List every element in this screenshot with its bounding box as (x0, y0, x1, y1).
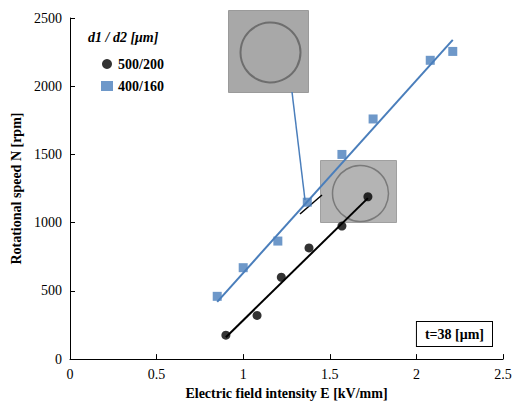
svg-text:1500: 1500 (34, 147, 62, 162)
svg-text:d1 / d2 [μm]: d1 / d2 [μm] (88, 30, 159, 45)
svg-text:t=38 [μm]: t=38 [μm] (425, 327, 484, 342)
svg-text:0: 0 (55, 352, 62, 367)
svg-text:2: 2 (413, 367, 420, 382)
svg-text:500: 500 (41, 283, 62, 298)
svg-text:1: 1 (240, 367, 247, 382)
svg-text:0.5: 0.5 (148, 367, 166, 382)
svg-text:2.5: 2.5 (494, 367, 512, 382)
svg-text:0: 0 (67, 367, 74, 382)
svg-text:1000: 1000 (34, 215, 62, 230)
svg-text:Electric field intensity E [kV: Electric field intensity E [kV/mm] (185, 386, 387, 401)
svg-text:2000: 2000 (34, 79, 62, 94)
svg-text:1.5: 1.5 (321, 367, 339, 382)
svg-text:2500: 2500 (34, 11, 62, 26)
svg-text:400/160: 400/160 (118, 79, 164, 94)
svg-text:500/200: 500/200 (118, 57, 164, 72)
svg-text:Rotational speed N [rpm]: Rotational speed N [rpm] (9, 113, 24, 265)
